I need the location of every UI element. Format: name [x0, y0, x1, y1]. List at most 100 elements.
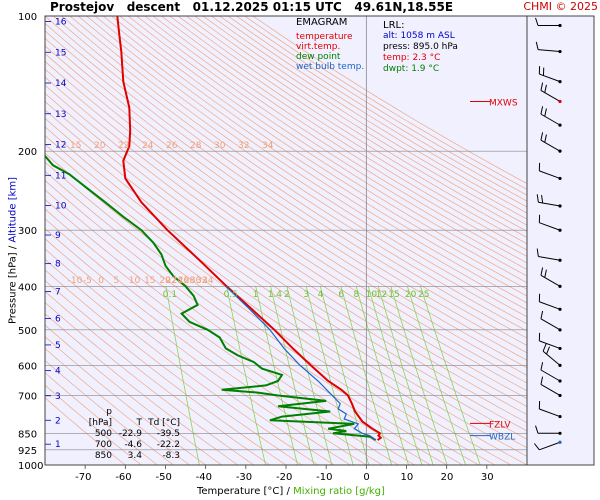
dry-adiabat-line — [102, 16, 527, 297]
temperature-tick-label: 30 — [481, 472, 494, 483]
dry-adiabat-line — [45, 37, 527, 369]
mixing-ratio-label: 0.5 — [224, 290, 238, 300]
wind-barb — [536, 194, 562, 208]
pressure-tick-label: 850 — [18, 429, 37, 440]
dry-adiabat-line — [45, 30, 527, 361]
mixing-ratio-label: 8 — [354, 290, 360, 300]
mixing-ratio-label: 20 — [405, 290, 417, 300]
table-header: Td [°C] — [148, 418, 180, 428]
pressure-tick-label: 100 — [18, 12, 37, 23]
wind-barb — [534, 440, 562, 451]
wind-panel-background — [527, 16, 594, 465]
grid — [45, 15, 527, 469]
wind-barb-dot — [558, 149, 562, 153]
dry-adiabat-label: 34 — [202, 276, 214, 286]
table-cell: 3.4 — [127, 451, 142, 461]
copyright: CHMI © 2025 — [523, 0, 598, 13]
wind-barb-shaft — [539, 222, 561, 231]
wind-barb-dot — [558, 228, 562, 232]
dry-adiabat-line — [45, 22, 527, 354]
dry-adiabat-line — [45, 53, 527, 384]
mixing-ratio-label: 6 — [338, 290, 344, 300]
mixing-ratio-label: 10 — [366, 290, 378, 300]
wind-barb-shaft — [540, 90, 561, 102]
mixing-ratio-label: 1 — [253, 290, 259, 300]
wind-barb-flag — [544, 84, 547, 93]
wind-barb — [542, 343, 562, 367]
level-marker-label: FZLV — [489, 420, 511, 430]
legend-item-wet-bulb: wet bulb temp. — [296, 62, 365, 72]
altitude-tick-label: 14 — [55, 79, 67, 89]
temperature-tick-label: 0 — [363, 472, 369, 483]
dry-adiabat-line — [227, 16, 527, 202]
wind-barb — [540, 132, 562, 153]
altitude-tick-label: 4 — [55, 367, 61, 377]
dry-adiabat-line — [161, 16, 527, 251]
wind-barb-dot — [558, 204, 562, 208]
temperature-tick-label: -40 — [196, 472, 212, 483]
altitude-tick-label: 3 — [55, 392, 61, 402]
dry-adiabat-label-top: 32 — [238, 141, 249, 151]
temperature-tick-label: -60 — [115, 472, 131, 483]
temperature-tick-label: 10 — [401, 472, 414, 483]
wind-barbs — [534, 17, 562, 451]
dry-adiabat-line — [69, 16, 527, 325]
wind-barb-dot — [558, 49, 562, 54]
wind-barb-shaft — [539, 73, 561, 83]
wind-barb — [538, 214, 562, 232]
legend-item-temperature: temperature — [296, 32, 353, 42]
dry-adiabat-line — [61, 16, 527, 332]
dry-adiabat-label: -5 — [83, 276, 92, 286]
wind-barb-dot — [558, 440, 562, 444]
dry-adiabat-line — [119, 16, 527, 284]
wind-barb-shaft — [540, 139, 561, 152]
table-cell: -4.6 — [124, 440, 142, 450]
dry-adiabat-label-top: 22 — [118, 141, 129, 151]
wind-barb-flag — [540, 82, 544, 91]
wind-barb — [540, 106, 562, 127]
legend-item-virt-temp: virt.temp. — [296, 42, 341, 52]
wind-barb — [535, 17, 562, 28]
wind-barb-dot — [558, 123, 562, 127]
wind-barb-flag — [540, 362, 544, 371]
wind-barb-dot — [558, 284, 562, 288]
dry-adiabat-label: 26 — [178, 276, 190, 286]
lrl-pressure: press: 895.0 hPa — [383, 42, 458, 52]
wind-barb-flag — [540, 132, 544, 141]
altitude-tick-label: 9 — [55, 231, 61, 241]
wind-barb-shaft — [538, 255, 561, 261]
wind-barb-flag — [541, 194, 544, 204]
wind-barb-shaft — [538, 201, 561, 207]
mixing-ratio-label: 0.1 — [163, 290, 177, 300]
wind-barb — [540, 310, 562, 332]
dry-adiabat-label: 28 — [184, 276, 196, 286]
y-axis-label: Pressure [hPa] / Altitude [km] — [8, 176, 19, 326]
table-cell: -39.5 — [156, 429, 180, 439]
lrl-altitude: alt: 1058 m ASL — [383, 31, 455, 41]
dry-adiabat-label: 24 — [172, 276, 184, 286]
dry-adiabat-line — [53, 16, 527, 339]
wind-barb-dot — [558, 258, 562, 262]
pressure-tick-label: 200 — [18, 147, 37, 158]
wind-barb — [540, 362, 562, 383]
temperature-tick-label: -70 — [75, 472, 91, 483]
table-row: 700 -4.6 -22.2 — [84, 440, 180, 451]
dry-adiabat-line — [194, 16, 527, 226]
dry-adiabat-label-top: 34 — [262, 141, 274, 151]
wind-barb-flag — [546, 346, 550, 355]
dry-adiabat-line — [45, 68, 527, 400]
table-cell: 500 — [94, 429, 112, 439]
table-cell: 700 — [94, 440, 112, 450]
dry-adiabat-label-top: 26 — [166, 141, 178, 151]
plot-frame — [44, 15, 595, 466]
wind-barb-shaft — [539, 170, 561, 179]
dry-adiabat-line — [86, 16, 527, 311]
level-marker-label: WBZL — [489, 433, 515, 443]
altitude-tick-label: 2 — [55, 416, 61, 426]
table-row: 500 -22.9 -39.5 — [84, 429, 180, 440]
dry-adiabat-line — [45, 101, 527, 432]
profiles — [45, 16, 383, 441]
dry-adiabat-label: 30 — [190, 276, 202, 286]
pressure-tick-label: 500 — [18, 326, 37, 337]
